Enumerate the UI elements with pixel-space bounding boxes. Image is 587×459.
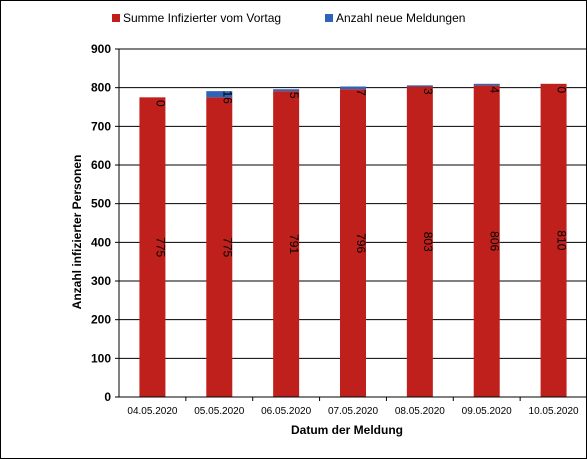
y-tick-label-400: 400 (91, 235, 111, 249)
bar-summe-04.05.2020 (139, 97, 166, 397)
x-tick-label-04.05.2020: 04.05.2020 (127, 406, 177, 417)
y-tick-label-0: 0 (104, 390, 111, 404)
value-label-summe-09.05.2020: 806 (488, 231, 502, 251)
y-tick-label-900: 900 (91, 42, 111, 56)
bar-summe-06.05.2020 (273, 91, 300, 397)
bar-neue-06.05.2020 (273, 89, 300, 92)
value-label-summe-08.05.2020: 803 (421, 232, 435, 252)
legend-swatch-neue (325, 14, 333, 22)
legend-swatch-summe (112, 14, 120, 22)
value-label-summe-04.05.2020: 775 (153, 237, 167, 257)
x-tick-label-07.05.2020: 07.05.2020 (328, 406, 378, 417)
x-tick-label-10.05.2020: 10.05.2020 (529, 406, 579, 417)
x-axis-title: Datum der Meldung (291, 423, 403, 437)
x-tick-labels: 04.05.2020 05.05.2020 06.05.2020 07.05.2020… (127, 406, 579, 417)
value-label-neue-07.05.2020: 7 (354, 89, 368, 96)
y-tick-label-100: 100 (91, 351, 111, 365)
y-tick-label-700: 700 (91, 119, 111, 133)
bar-summe-08.05.2020 (406, 86, 433, 398)
bar-summe-10.05.2020 (540, 83, 567, 398)
value-label-neue-04.05.2020: 0 (153, 100, 167, 107)
bars (139, 83, 567, 398)
y-tick-label-800: 800 (91, 81, 111, 95)
y-tick-labels: 0 100 200 300 400 500 600 700 800 900 (91, 42, 111, 404)
value-label-neue-05.05.2020: 16 (220, 90, 234, 104)
value-labels: 775 0 775 16 791 5 796 7 803 3 806 4 810 0 (153, 86, 568, 257)
value-label-neue-06.05.2020: 5 (287, 92, 301, 99)
bar-neue-07.05.2020 (340, 86, 366, 90)
bar-summe-05.05.2020 (206, 97, 233, 397)
x-tick-label-08.05.2020: 08.05.2020 (395, 406, 445, 417)
value-label-neue-08.05.2020: 3 (421, 88, 435, 95)
value-label-summe-07.05.2020: 796 (354, 233, 368, 253)
x-tick-label-09.05.2020: 09.05.2020 (462, 406, 512, 417)
legend-label-summe: Summe Infizierter vom Vortag (123, 11, 281, 25)
bar-summe-07.05.2020 (340, 89, 366, 398)
bar-neue-05.05.2020 (206, 91, 233, 98)
y-tick-label-300: 300 (91, 274, 111, 288)
bar-neue-08.05.2020 (406, 85, 433, 87)
x-tick-label-06.05.2020: 06.05.2020 (261, 406, 311, 417)
y-tick-label-600: 600 (91, 158, 111, 172)
value-label-neue-09.05.2020: 4 (488, 86, 502, 93)
x-tick-label-05.05.2020: 05.05.2020 (194, 406, 244, 417)
bar-neue-09.05.2020 (473, 83, 500, 86)
y-tick-label-200: 200 (91, 313, 111, 327)
legend-label-neue: Anzahl neue Meldungen (336, 11, 465, 25)
y-tick-label-500: 500 (91, 197, 111, 211)
bar-summe-09.05.2020 (473, 85, 500, 397)
value-label-summe-05.05.2020: 775 (220, 237, 234, 257)
legend: Summe Infizierter vom Vortag Anzahl neue… (112, 11, 465, 25)
axes (118, 49, 587, 398)
value-label-summe-06.05.2020: 791 (287, 234, 301, 254)
value-label-summe-10.05.2020: 810 (555, 230, 569, 250)
y-axis-title: Anzahl infizierter Personen (70, 155, 84, 310)
value-label-neue-10.05.2020: 0 (555, 86, 569, 93)
